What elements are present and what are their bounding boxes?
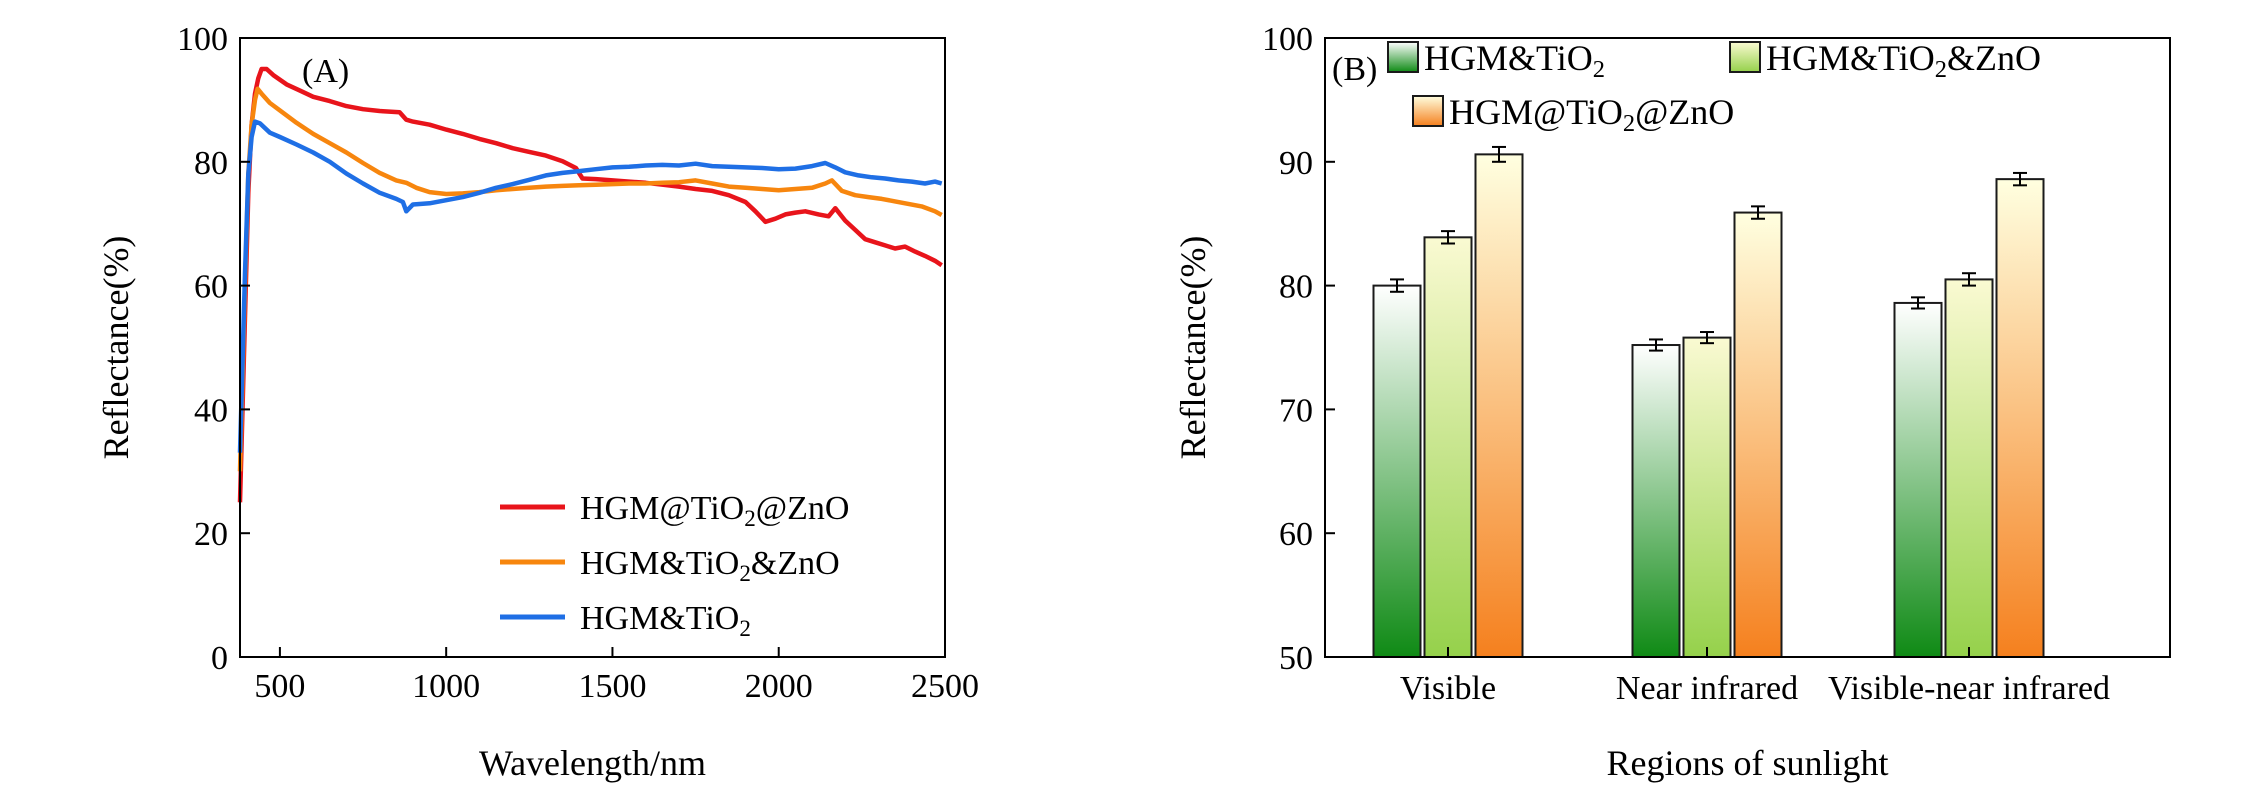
b-error-bar [1390,278,1404,293]
a-series-line-1 [237,66,943,503]
panel-b-bar-chart: 50 60 70 80 90 100 Visible Near infrared Visible… [1173,21,2171,783]
b-legend-swatch [1729,41,1761,73]
b-error-bar [1492,145,1506,163]
b-legend-swatch [1412,95,1444,127]
a-y-tick-label: 60 [194,269,228,306]
b-legend-label: HGM&TiO2&ZnO [1766,38,2041,83]
b-category-label: Visible [1400,670,1496,707]
b-bar [1631,344,1681,658]
b-bar [1474,153,1524,658]
b-bars [1372,145,2045,659]
b-bar [1944,278,1994,658]
a-curves [237,66,943,503]
a-x-tick-label: 1000 [412,668,480,705]
b-error-bar [1911,296,1925,310]
b-y-tick-label: 60 [1279,516,1313,553]
b-y-tick-label: 50 [1279,640,1313,677]
a-series-line-2 [237,86,943,472]
b-error-bar [1962,272,1976,287]
a-axis-ticks: 500 1000 1500 2000 2500 0 20 40 60 80 100 [177,21,979,705]
a-plot-frame [239,37,946,658]
b-legend-label: HGM@TiO2@ZnO [1449,92,1734,137]
a-x-tick-label: 500 [254,668,305,705]
b-panel-label: (B) [1332,51,1377,88]
b-plot-frame [1324,37,2171,658]
a-x-axis-title: Wavelength/nm [479,743,706,783]
b-y-tick-label: 90 [1279,145,1313,182]
b-legend-label: HGM&TiO2 [1424,38,1605,83]
b-legend: HGM&TiO2 HGM&TiO2&ZnO HGM@TiO2@ZnO [1387,38,2041,137]
a-y-axis-title: Reflectance(%) [96,236,136,460]
b-error-bar [1441,230,1455,245]
a-y-tick-label: 80 [194,145,228,182]
b-bar [1682,336,1732,658]
b-error-bar [1649,338,1663,352]
a-x-tick-label: 2000 [745,668,813,705]
b-axis-ticks: 50 60 70 80 90 100 Visible Near infrared Visible… [1262,21,2110,707]
b-error-bar [2013,171,2027,187]
b-bar [1372,284,1422,658]
b-x-axis-title: Regions of sunlight [1606,743,1888,783]
b-bar [1893,301,1943,658]
a-legend-label: HGM&TiO2&ZnO [580,545,840,587]
a-y-tick-label: 40 [194,392,228,429]
b-bar [1995,178,2045,659]
b-y-tick-label: 80 [1279,269,1313,306]
a-y-tick-label: 0 [211,640,228,677]
a-panel-label: (A) [302,53,349,90]
a-legend-label: HGM@TiO2@ZnO [580,490,849,532]
b-y-axis-title: Reflectance(%) [1173,236,1213,460]
a-legend: HGM@TiO2@ZnO HGM&TiO2&ZnO HGM&TiO2 [500,490,849,642]
b-category-label: Visible-near infrared [1828,670,2110,707]
a-legend-label: HGM&TiO2 [580,600,751,642]
a-series-line-3 [237,119,943,453]
a-y-tick-label: 100 [177,21,228,58]
b-bar [1733,211,1783,658]
a-x-tick-label: 1500 [578,668,646,705]
b-error-bar [1751,205,1765,220]
b-y-tick-label: 70 [1279,392,1313,429]
panel-a-line-chart: 500 1000 1500 2000 2500 0 20 40 60 80 100 (A) Wave… [96,21,979,783]
a-y-tick-label: 20 [194,516,228,553]
b-category-label: Near infrared [1616,670,1798,707]
b-y-tick-label: 100 [1262,21,1313,58]
b-bar [1423,236,1473,658]
a-x-tick-label: 2500 [911,668,979,705]
b-error-bar [1700,331,1714,345]
b-legend-swatch [1387,41,1419,73]
